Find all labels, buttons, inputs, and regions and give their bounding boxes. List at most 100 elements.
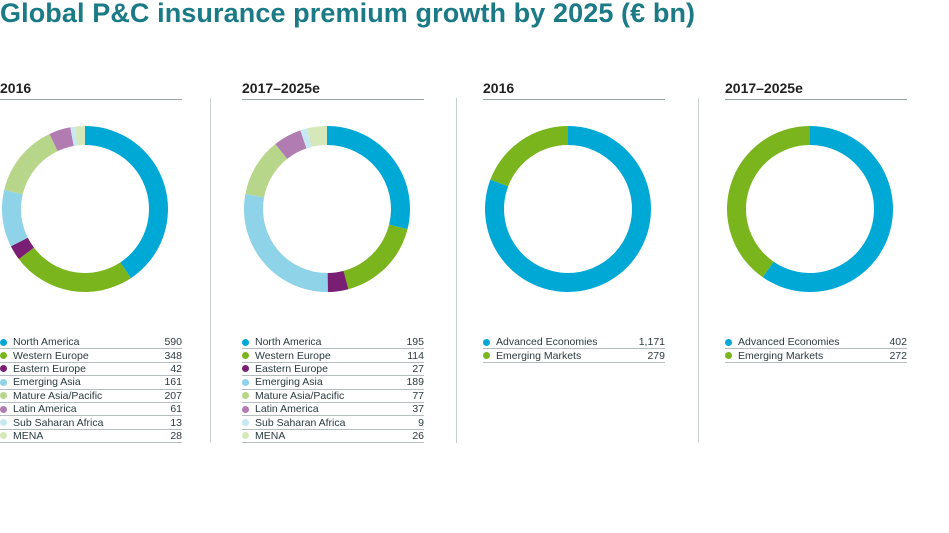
legend-value: 189 <box>406 376 424 389</box>
chart-panel-regions-2017-2025e: 2017–2025e North America 195 Western Europ… <box>242 80 424 450</box>
donut-slice-north-america <box>85 126 168 279</box>
legend-swatch <box>242 432 249 440</box>
donut-slice-mena <box>307 126 327 147</box>
legend-value: 1,171 <box>638 336 665 349</box>
legend-item-mena: MENA 28 <box>0 429 182 444</box>
legend-swatch <box>0 378 7 386</box>
panel-header: 2016 <box>0 80 182 100</box>
legend-value: 26 <box>412 429 424 442</box>
legend-label: North America <box>13 336 80 349</box>
legend-swatch <box>725 352 732 360</box>
legend-item-emerging-markets: Emerging Markets 279 <box>483 349 665 363</box>
legend-swatch <box>0 352 7 360</box>
donut-chart <box>244 126 410 292</box>
legend-label: Advanced Economies <box>738 336 840 349</box>
legend-swatch <box>242 392 249 400</box>
chart-panel-regions-2016: 2016 North America 590 Western Europe 348 Ea… <box>0 80 182 450</box>
legend-item-sub-saharan-africa: Sub Saharan Africa 13 <box>0 416 182 430</box>
donut-slice-mature-asia-pacific <box>4 133 58 195</box>
legend-swatch <box>242 352 249 360</box>
legend: North America 195 Western Europe 114 Eastern… <box>242 336 424 444</box>
legend-item-advanced-economies: Advanced Economies 1,171 <box>483 336 665 350</box>
legend-swatch <box>242 378 249 386</box>
legend-item-mature-asia-pacific: Mature Asia/Pacific 77 <box>242 390 424 403</box>
legend-item-emerging-asia: Emerging Asia 161 <box>0 376 182 390</box>
legend-label: Western Europe <box>13 349 89 362</box>
legend-value: 114 <box>407 349 424 362</box>
legend-label: Sub Saharan Africa <box>255 416 346 429</box>
legend-swatch <box>483 338 490 346</box>
donut-chart <box>1 126 168 292</box>
donut-slice-emerging-asia <box>1 189 28 247</box>
legend-value: 348 <box>164 349 182 362</box>
legend-item-eastern-europe: Eastern Europe 27 <box>242 362 424 377</box>
donut-slice-western-europe <box>18 247 131 292</box>
legend-value: 37 <box>412 403 424 416</box>
donut-slice-mature-asia-pacific <box>245 144 288 198</box>
donut-slice-emerging-asia <box>244 193 328 292</box>
panel-header: 2017–2025e <box>242 80 424 100</box>
legend-label: Western Europe <box>255 349 331 362</box>
legend-item-emerging-asia: Emerging Asia 189 <box>242 376 424 390</box>
legend-label: Advanced Economies <box>496 336 598 349</box>
donut-slice-mena <box>74 126 85 146</box>
legend-item-mena: MENA 26 <box>242 429 424 444</box>
donut-slice-western-europe <box>343 224 408 290</box>
legend-value: 28 <box>170 429 182 442</box>
legend-swatch <box>242 419 249 427</box>
legend-item-latin-america: Latin America 61 <box>0 403 182 417</box>
legend-value: 13 <box>170 416 182 429</box>
legend-value: 402 <box>889 336 907 349</box>
legend-label: MENA <box>255 429 286 442</box>
legend-item-north-america: North America 590 <box>0 336 182 350</box>
legend-item-sub-saharan-africa: Sub Saharan Africa 9 <box>242 416 424 430</box>
legend-label: Latin America <box>13 403 77 416</box>
legend-value: 9 <box>418 416 424 429</box>
legend-value: 207 <box>164 389 182 402</box>
legend-swatch <box>725 338 732 346</box>
legend-swatch <box>0 419 7 427</box>
legend: Advanced Economies 1,171 Emerging Markets 2… <box>483 336 665 363</box>
donut-slice-advanced-economies <box>762 126 893 292</box>
panel-divider <box>698 98 699 443</box>
legend-label: Emerging Markets <box>496 349 582 362</box>
legend-label: Mature Asia/Pacific <box>255 389 345 402</box>
legend-swatch <box>0 392 7 400</box>
legend-item-north-america: North America 195 <box>242 336 424 350</box>
legend-swatch <box>0 365 7 373</box>
chart-panel-economies-2016: 2016 Advanced Economies 1,171 Emerging Mar… <box>483 80 665 450</box>
legend-item-latin-america: Latin America 37 <box>242 403 424 417</box>
legend-label: Emerging Asia <box>255 376 323 389</box>
donut-chart <box>727 126 893 292</box>
legend-value: 161 <box>164 376 182 389</box>
legend-label: Sub Saharan Africa <box>13 416 104 429</box>
legend-swatch <box>242 338 249 346</box>
chart-title: Global P&C insurance premium growth by 2… <box>0 0 696 28</box>
donut-slice-sub-saharan-africa <box>70 126 78 147</box>
chart-panel-economies-2017-2025e: 2017–2025e Advanced Economies 402 Emerging… <box>725 80 907 450</box>
legend-label: North America <box>255 336 322 349</box>
donut-slice-north-america <box>327 126 410 230</box>
donut-slice-emerging-markets <box>727 126 810 278</box>
donut-slice-eastern-europe <box>10 237 34 260</box>
legend-value: 27 <box>412 362 424 375</box>
legend-label: Emerging Asia <box>13 376 81 389</box>
panel-divider <box>210 98 211 443</box>
legend-item-mature-asia-pacific: Mature Asia/Pacific 207 <box>0 390 182 403</box>
donut-chart <box>485 126 651 292</box>
legend-label: MENA <box>13 429 44 442</box>
legend: Advanced Economies 402 Emerging Markets 272 <box>725 336 907 363</box>
legend-item-western-europe: Western Europe 348 <box>0 349 182 363</box>
legend-value: 195 <box>406 336 424 349</box>
donut-slice-latin-america <box>49 127 74 152</box>
donut-slice-latin-america <box>275 130 307 159</box>
legend-swatch <box>242 405 249 413</box>
legend-swatch <box>0 338 7 346</box>
panel-header: 2016 <box>483 80 665 100</box>
legend-label: Latin America <box>255 403 319 416</box>
legend-swatch <box>0 405 7 413</box>
legend-swatch <box>483 352 490 360</box>
legend-label: Eastern Europe <box>13 362 86 375</box>
legend-item-emerging-markets: Emerging Markets 272 <box>725 349 907 363</box>
legend-value: 279 <box>647 349 665 362</box>
